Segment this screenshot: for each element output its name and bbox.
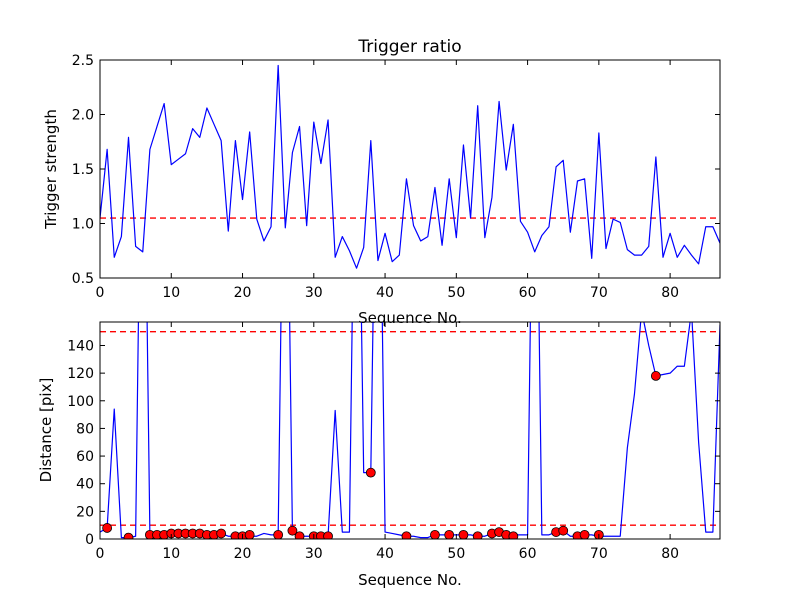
y-tick-label: 140 (67, 338, 94, 354)
x-tick-label: 40 (376, 285, 394, 301)
x-tick-label: 20 (234, 285, 252, 301)
trigger-ratio-chart: Trigger ratio Sequence No. Trigger stren… (42, 37, 721, 327)
x-tick-label: 10 (162, 546, 180, 562)
data-point (430, 529, 440, 539)
data-point (287, 525, 298, 536)
x-tick-label: 70 (590, 546, 608, 562)
x-tick-label: 50 (447, 546, 465, 562)
x-tick-label: 0 (96, 546, 105, 562)
distance-chart: Sequence No. Distance [pix] 0 10 20 30 40 50 6… (37, 321, 721, 589)
y-tick-label: 0 (85, 532, 94, 548)
x-tick-label: 50 (447, 285, 465, 301)
y-tick-label: 2.0 (72, 108, 94, 124)
x-tick-label: 40 (376, 546, 394, 562)
x-tick-label: 60 (519, 546, 537, 562)
data-point (458, 529, 469, 539)
data-point (579, 529, 590, 539)
x-axis-label: Sequence No. (358, 571, 462, 589)
y-tick-label: 80 (76, 421, 94, 437)
y-tick-label: 100 (67, 394, 94, 410)
x-tick-label: 60 (519, 285, 537, 301)
data-point (365, 467, 376, 478)
x-tick-label: 70 (590, 285, 608, 301)
x-tick-label: 10 (162, 285, 180, 301)
data-point (323, 531, 333, 539)
data-point (558, 525, 569, 536)
y-tick-label: 2.5 (72, 53, 94, 69)
x-tick-label: 30 (305, 546, 323, 562)
y-tick-label: 0.5 (72, 271, 94, 287)
data-point (102, 523, 113, 533)
x-tick-label: 80 (661, 285, 679, 301)
x-axis-label: Sequence No. (358, 309, 462, 327)
data-point (244, 529, 255, 539)
data-point (401, 531, 412, 539)
y-tick-label: 20 (76, 504, 94, 520)
y-tick-label: 40 (76, 477, 94, 493)
x-tick-label: 80 (661, 546, 679, 562)
y-tick-label: 60 (76, 449, 94, 465)
data-point (650, 371, 661, 381)
y-axis-label: Distance [pix] (37, 378, 55, 483)
x-tick-label: 0 (96, 285, 105, 301)
y-tick-label: 1.5 (72, 162, 94, 178)
data-point (472, 531, 483, 539)
y-tick-label: 120 (67, 366, 94, 382)
x-tick-label: 30 (305, 285, 323, 301)
y-axis-label: Trigger strength (42, 109, 60, 230)
axes-frame (99, 321, 721, 540)
data-point (508, 531, 519, 539)
x-tick-label: 20 (234, 546, 252, 562)
plot-area (100, 322, 720, 539)
y-tick-label: 1.0 (72, 217, 94, 233)
plot-area (100, 64, 720, 269)
chart-title: Trigger ratio (357, 37, 461, 57)
data-point (216, 528, 227, 539)
data-point (294, 531, 305, 539)
data-point (123, 532, 134, 539)
series-line (100, 64, 720, 269)
data-point (444, 529, 455, 539)
data-point (273, 529, 284, 539)
